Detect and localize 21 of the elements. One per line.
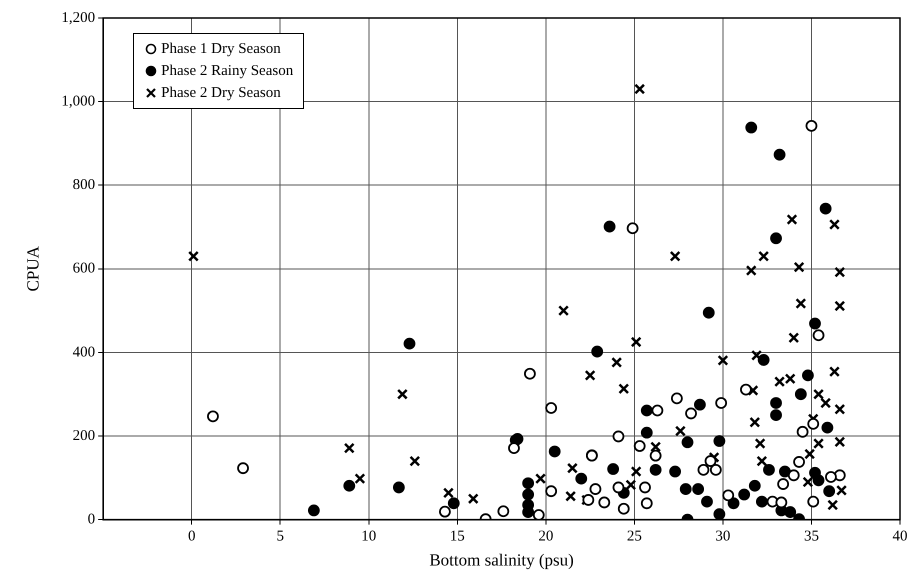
x-axis-title: Bottom salinity (psu) xyxy=(429,550,574,570)
x-tick-label: 5 xyxy=(276,528,284,545)
y-tick-label: 0 xyxy=(88,512,96,528)
x-tick-label: 10 xyxy=(361,528,376,545)
y-tick-label: 800 xyxy=(72,177,96,194)
y-tick-label: 1,000 xyxy=(61,94,96,110)
y-tick-label: 600 xyxy=(72,260,96,277)
legend-label: Phase 2 Dry Season xyxy=(161,84,281,103)
y-tick-label: 200 xyxy=(72,428,96,444)
x-tick-label: 25 xyxy=(626,528,642,545)
y-axis-title: CPUA xyxy=(24,245,43,292)
legend-label: Phase 1 Dry Season xyxy=(161,40,281,59)
x-tick-label: 0 xyxy=(188,528,196,545)
legend-label: Phase 2 Rainy Season xyxy=(161,62,294,81)
x-tick-label: 40 xyxy=(892,528,908,545)
x-tick-label: 20 xyxy=(538,528,554,545)
x-tick-label: 30 xyxy=(715,528,730,545)
x-tick-label: 15 xyxy=(450,528,465,545)
y-tick-label: 1,200 xyxy=(61,10,96,26)
x-tick-label: 35 xyxy=(804,528,819,545)
y-tick-label: 400 xyxy=(72,344,96,360)
